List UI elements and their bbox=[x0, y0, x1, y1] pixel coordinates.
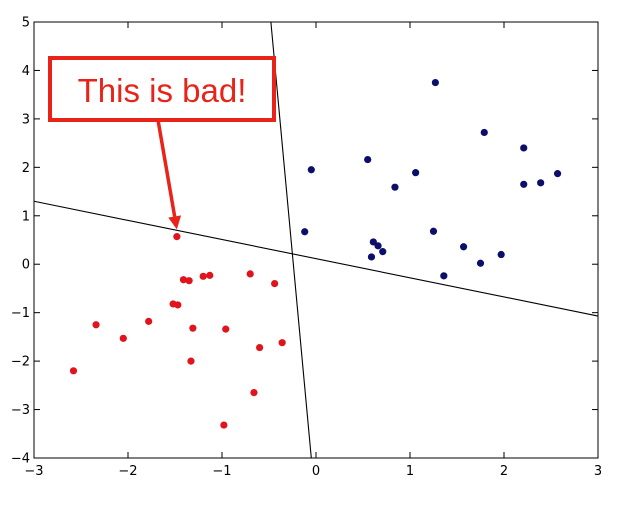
point-series-2 bbox=[476, 259, 485, 267]
y-tick-label: −3 bbox=[11, 403, 30, 418]
x-tick-label: 3 bbox=[594, 464, 602, 479]
point-series-1 bbox=[174, 301, 182, 309]
point-series-1 bbox=[246, 270, 254, 278]
point-series-1 bbox=[278, 339, 286, 347]
point-series-2 bbox=[412, 169, 420, 177]
point-series-1 bbox=[145, 317, 153, 325]
point-series-1 bbox=[271, 280, 279, 288]
point-series-2 bbox=[429, 227, 438, 235]
point-series-2 bbox=[379, 248, 387, 256]
x-tick-label: 0 bbox=[312, 464, 320, 479]
y-tick-label: −1 bbox=[11, 306, 30, 321]
point-series-2 bbox=[391, 183, 399, 191]
annotation-arrowhead bbox=[168, 215, 182, 230]
point-series-1 bbox=[220, 421, 228, 429]
x-tick-label: 1 bbox=[406, 464, 414, 479]
point-series-2 bbox=[480, 128, 488, 137]
y-tick-label: 1 bbox=[22, 209, 30, 224]
point-series-1 bbox=[119, 334, 127, 342]
y-tick-label: −4 bbox=[11, 452, 30, 467]
point-series-1 bbox=[189, 324, 197, 332]
point-series-1 bbox=[179, 276, 188, 284]
plot-marks bbox=[33, 21, 599, 459]
separator-line-2 bbox=[270, 21, 312, 459]
annotation-arrow bbox=[156, 119, 177, 217]
point-series-1 bbox=[199, 272, 207, 280]
y-tick-label: −2 bbox=[11, 355, 30, 370]
point-series-2 bbox=[374, 242, 382, 250]
point-series-2 bbox=[301, 228, 309, 236]
point-series-1 bbox=[92, 321, 100, 329]
x-tick-label: −3 bbox=[24, 464, 43, 479]
point-series-1 bbox=[206, 271, 214, 279]
x-tick-label: 2 bbox=[500, 464, 508, 479]
point-series-2 bbox=[520, 144, 528, 152]
annotation-callout: This is bad! bbox=[48, 56, 276, 230]
point-series-2 bbox=[459, 243, 468, 251]
point-series-1 bbox=[187, 357, 195, 365]
y-tick-label: 3 bbox=[22, 112, 30, 127]
point-series-1 bbox=[222, 325, 230, 333]
point-series-1 bbox=[173, 233, 181, 241]
point-series-1 bbox=[185, 277, 193, 285]
y-tick-label: 2 bbox=[22, 161, 30, 176]
y-tick-label: 5 bbox=[22, 16, 30, 31]
point-series-2 bbox=[440, 272, 448, 280]
point-series-2 bbox=[307, 166, 315, 174]
point-series-1 bbox=[250, 389, 258, 397]
separator-line-1 bbox=[33, 200, 599, 317]
point-series-2 bbox=[497, 250, 505, 259]
point-series-2 bbox=[520, 180, 528, 188]
x-tick-label: −1 bbox=[212, 464, 231, 479]
point-series-2 bbox=[537, 179, 545, 187]
annotation-text: This is bad! bbox=[78, 72, 247, 109]
point-series-1 bbox=[256, 343, 264, 352]
annotation-box bbox=[48, 56, 276, 122]
point-series-2 bbox=[364, 155, 372, 164]
y-tick-label: 4 bbox=[22, 64, 30, 79]
x-tick-label: −2 bbox=[118, 464, 137, 479]
point-series-2 bbox=[553, 170, 562, 178]
point-series-2 bbox=[367, 253, 376, 261]
point-series-1 bbox=[69, 367, 78, 375]
point-series-2 bbox=[431, 78, 439, 87]
y-tick-label: 0 bbox=[22, 258, 30, 273]
